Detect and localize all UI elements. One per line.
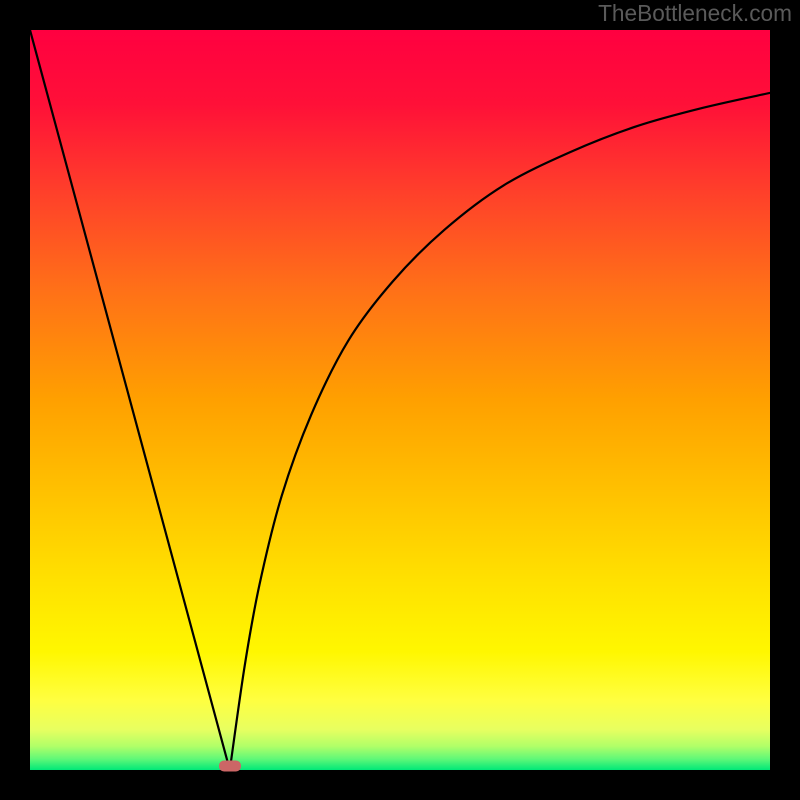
bottleneck-curve xyxy=(30,30,770,770)
plot-area xyxy=(30,30,770,770)
optimal-point-marker xyxy=(219,761,241,772)
watermark-text: TheBottleneck.com xyxy=(598,0,792,27)
chart-stage: TheBottleneck.com xyxy=(0,0,800,800)
